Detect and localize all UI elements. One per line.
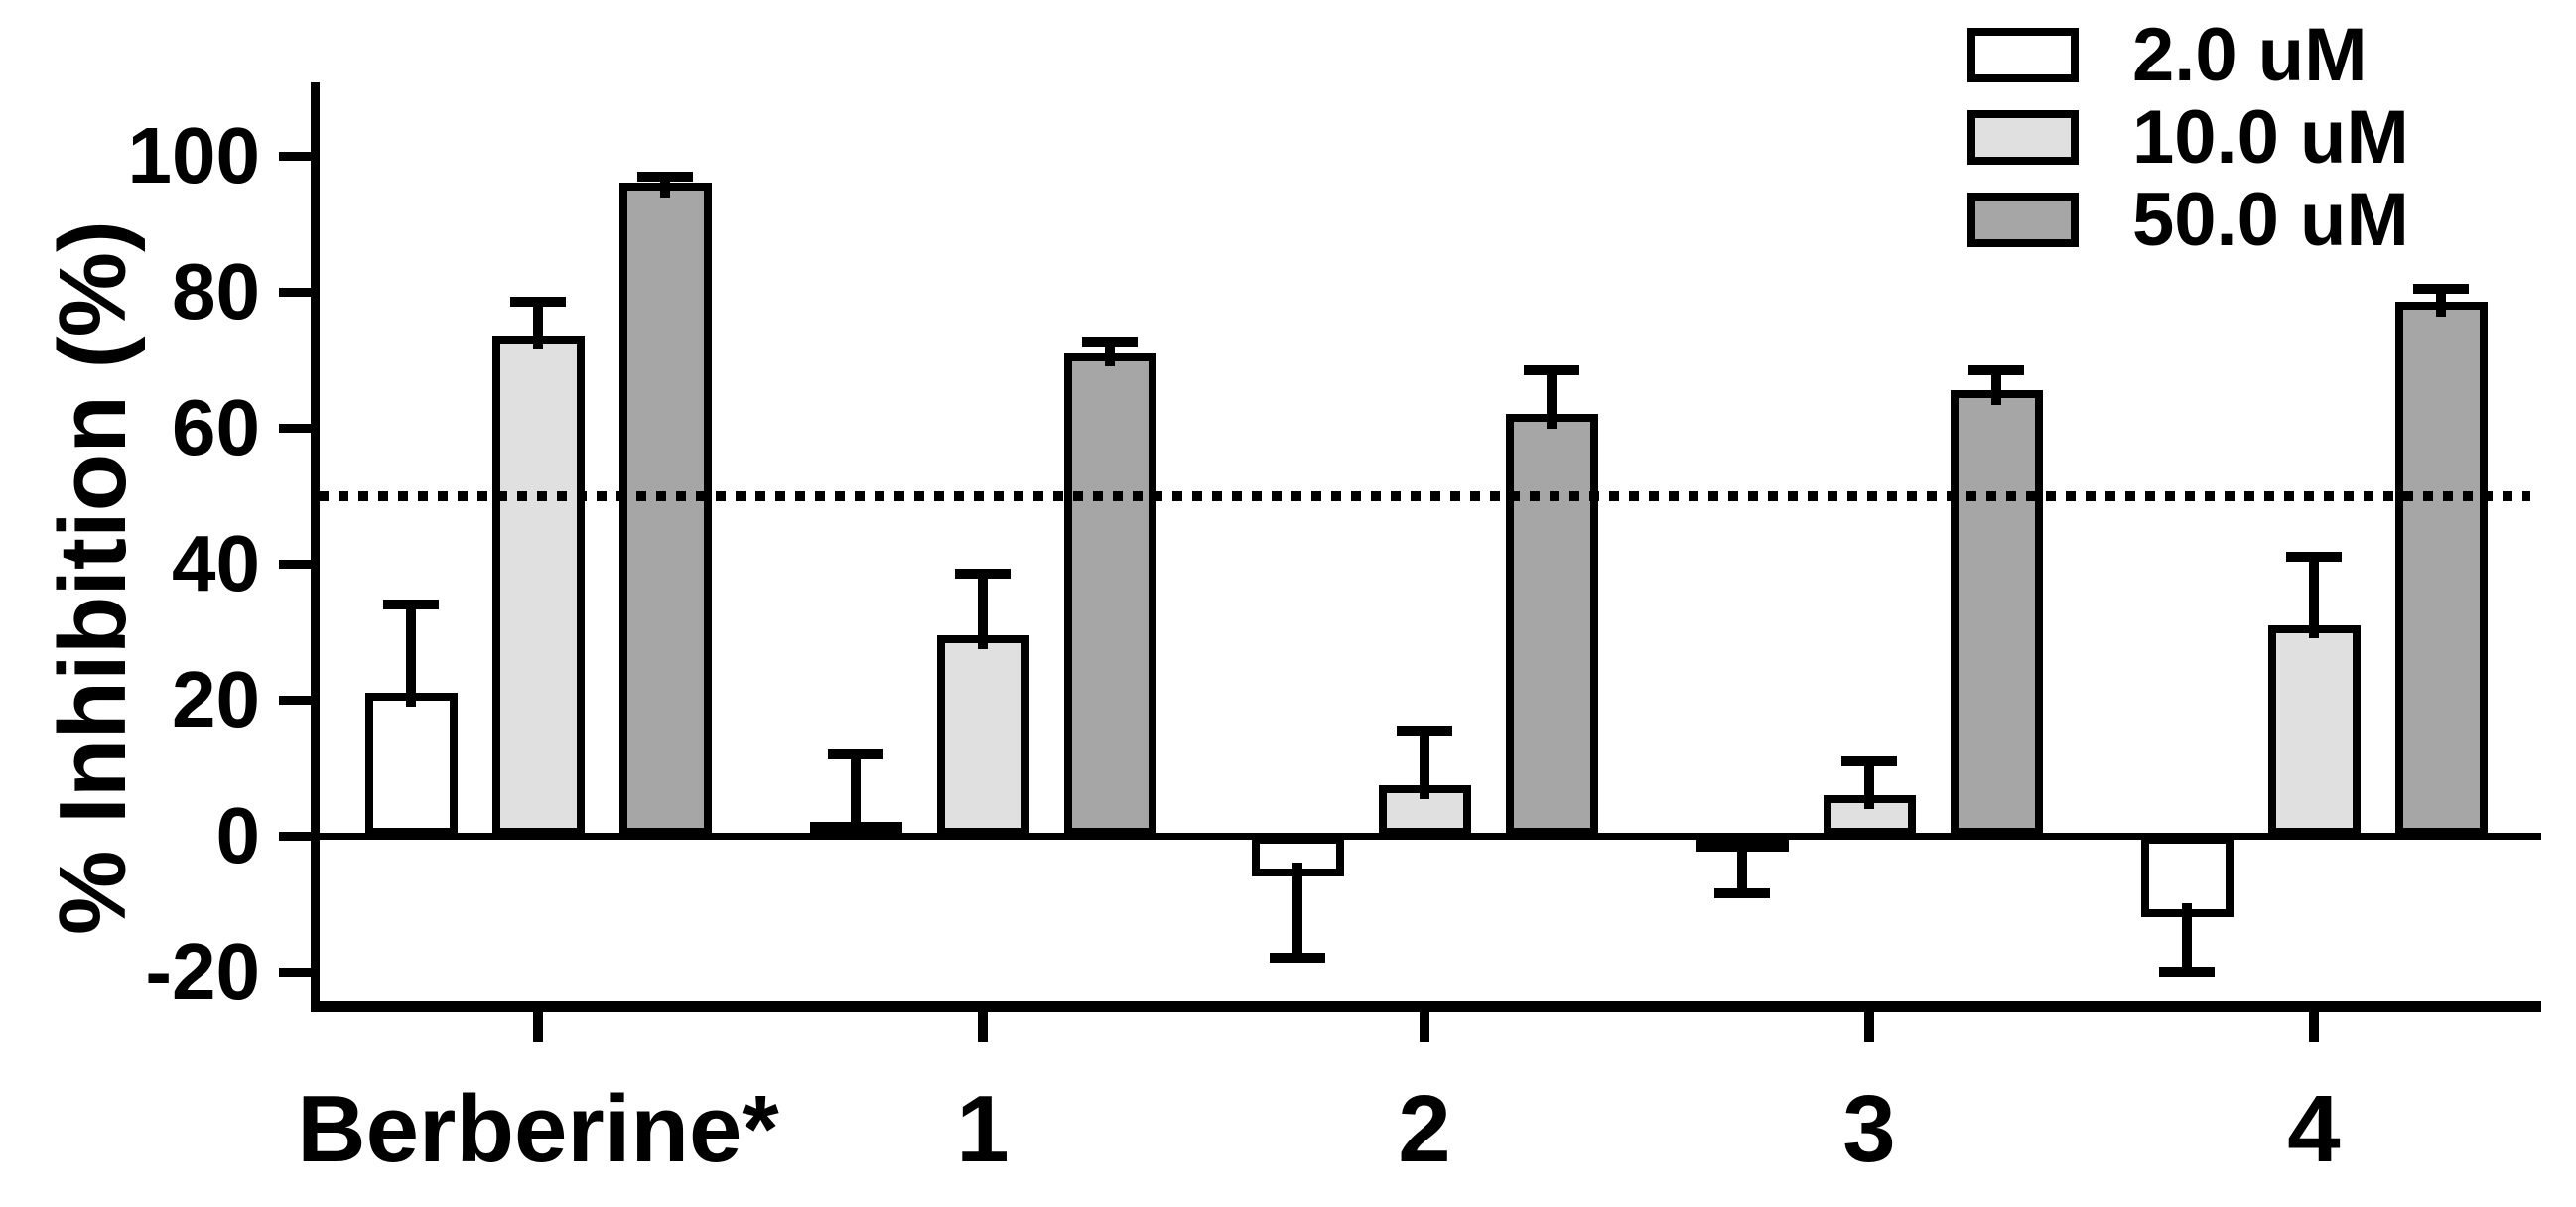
error-bar-cap — [1397, 726, 1452, 736]
y-tick-label: 60 — [172, 383, 260, 471]
error-bar-stem — [1547, 370, 1557, 429]
error-bar-cap — [2159, 967, 2215, 977]
error-bar-cap — [1841, 756, 1897, 766]
x-category-label: 1 — [956, 1076, 1010, 1182]
bar-100uM-4 — [2268, 625, 2361, 836]
bar-500uM-2 — [1506, 414, 1598, 836]
y-tick-label: 20 — [172, 655, 260, 743]
bar-100uM-1 — [937, 635, 1029, 836]
error-bar-cap — [637, 172, 693, 182]
legend-swatch-100uM — [1967, 110, 2079, 165]
error-bar-stem — [1292, 863, 1302, 958]
y-tick — [279, 152, 315, 161]
error-bar-cap — [510, 297, 566, 307]
x-category-label: 2 — [1398, 1076, 1451, 1182]
legend-swatch-500uM — [1967, 193, 2079, 247]
error-bar-cap — [1714, 888, 1770, 898]
error-bar-stem — [1420, 731, 1429, 799]
y-tick-label: -20 — [145, 927, 260, 1015]
error-bar-cap — [383, 600, 439, 609]
y-tick-label: 0 — [215, 791, 261, 879]
error-bar-cap — [1968, 365, 2024, 375]
x-category-label: 4 — [2287, 1076, 2341, 1182]
y-tick — [279, 832, 315, 841]
reference-line-50pct — [319, 491, 2530, 501]
error-bar-cap — [1270, 953, 1325, 963]
legend-label-500uM: 50.0 uM — [2132, 178, 2409, 262]
y-axis-line — [311, 82, 320, 1012]
x-category-label: 3 — [1842, 1076, 1896, 1182]
error-bar-stem — [2436, 289, 2446, 317]
legend-swatch-20uM — [1967, 28, 2079, 82]
y-tick — [279, 288, 315, 297]
error-bar-stem — [851, 754, 861, 837]
legend-label-100uM: 10.0 uM — [2132, 95, 2409, 180]
bar-500uM-1 — [1064, 353, 1156, 836]
error-bar-stem — [1105, 342, 1115, 366]
x-category-label: Berberine* — [297, 1076, 779, 1182]
x-axis-line — [311, 1001, 2541, 1012]
error-bar-stem — [1864, 761, 1874, 809]
x-tick — [533, 1012, 543, 1042]
error-bar-cap — [1082, 337, 1138, 347]
y-tick-label: 40 — [172, 519, 260, 607]
error-bar-stem — [660, 177, 670, 198]
bar-500uM-3 — [1951, 390, 2043, 836]
error-bar-stem — [2182, 903, 2192, 972]
error-bar-stem — [978, 574, 988, 649]
error-bar-cap — [2413, 284, 2469, 294]
x-tick — [2309, 1012, 2319, 1042]
y-tick-label: 80 — [172, 247, 260, 335]
error-bar-stem — [533, 302, 543, 349]
x-tick — [1864, 1012, 1874, 1042]
bar-500uM-4 — [2395, 302, 2488, 836]
y-tick — [279, 968, 315, 977]
x-tick — [1420, 1012, 1429, 1042]
error-bar-cap — [955, 569, 1011, 579]
error-bar-stem — [1991, 370, 2001, 405]
y-tick — [279, 424, 315, 433]
y-tick — [279, 560, 315, 569]
legend-label-20uM: 2.0 uM — [2132, 13, 2368, 97]
bar-20uM-Berberine — [365, 693, 458, 836]
zero-baseline — [311, 833, 2541, 840]
error-bar-stem — [2309, 557, 2319, 638]
bar-500uM-Berberine — [619, 183, 712, 836]
x-tick — [978, 1012, 988, 1042]
error-bar-cap — [828, 749, 883, 759]
error-bar-stem — [1737, 836, 1747, 894]
y-tick — [279, 696, 315, 705]
bar-100uM-Berberine — [492, 336, 585, 836]
y-tick-label: 100 — [127, 111, 260, 200]
error-bar-stem — [406, 604, 416, 707]
error-bar-cap — [2286, 552, 2342, 562]
error-bar-cap — [1524, 365, 1579, 375]
